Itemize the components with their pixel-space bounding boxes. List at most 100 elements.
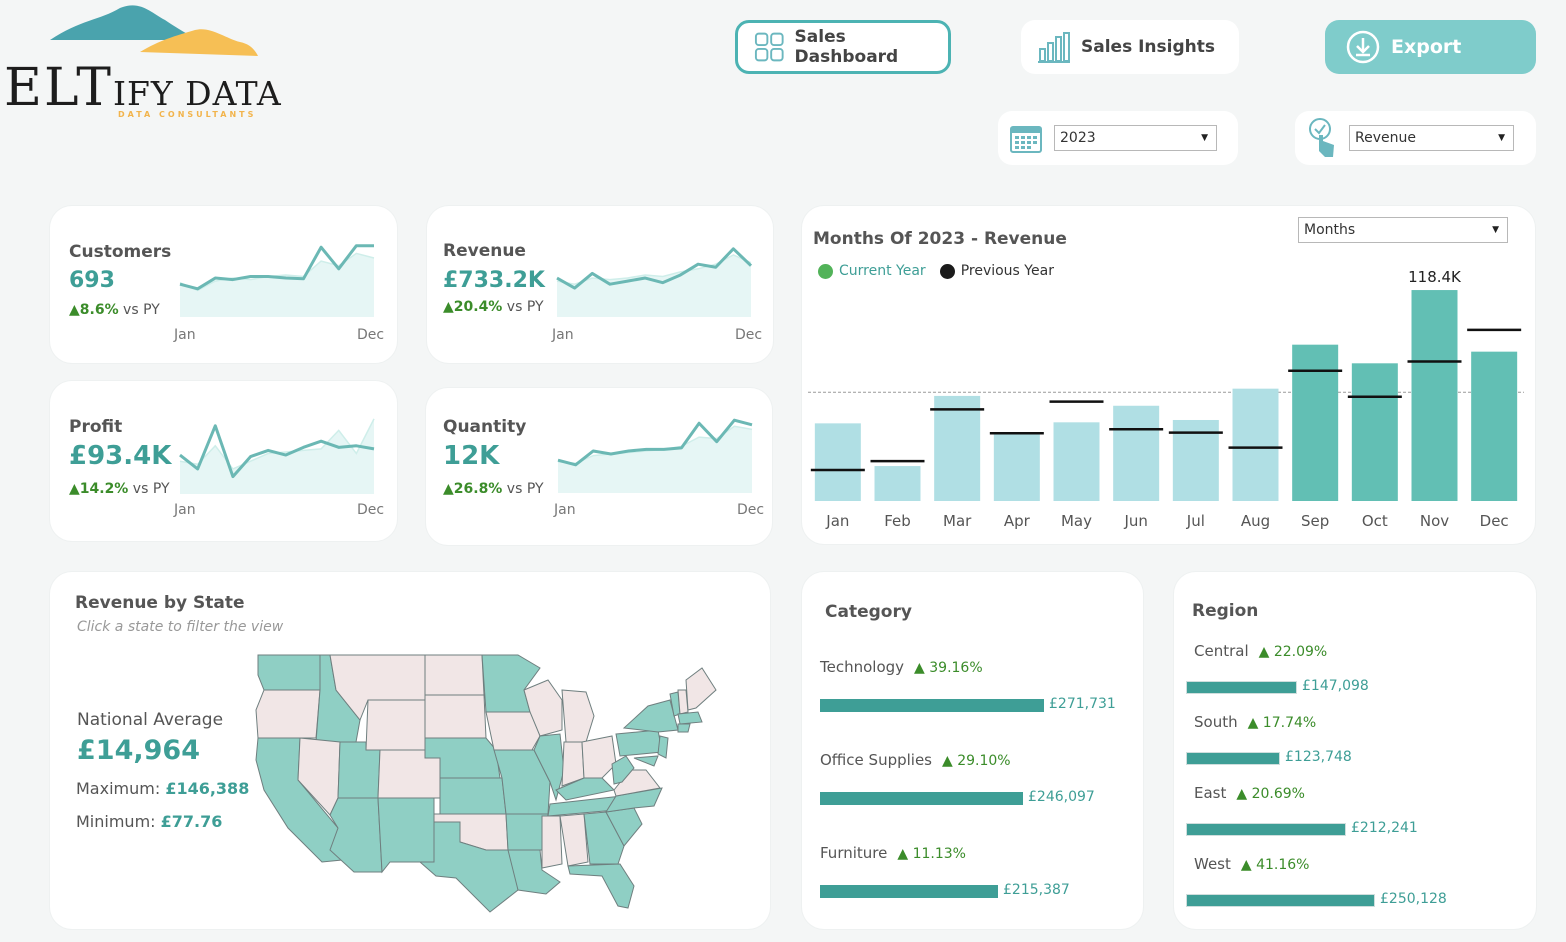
state-new-mexico[interactable] — [377, 797, 435, 874]
region-bar — [1186, 752, 1280, 765]
category-bar — [820, 699, 1044, 712]
kpi-sparkline — [179, 418, 375, 494]
sales-dashboard-button[interactable]: Sales Dashboard — [735, 20, 951, 74]
region-bar — [1186, 894, 1375, 907]
kpi-sparkline — [556, 247, 753, 317]
category-value: £215,387 — [1003, 882, 1070, 898]
state-connecticut[interactable] — [677, 723, 691, 733]
us-states-map[interactable] — [250, 650, 740, 915]
plot-area — [808, 264, 1524, 501]
logo-tagline: DATA CONSULTANTS — [118, 110, 257, 119]
state-new-york[interactable] — [622, 699, 679, 733]
legend-previous-year[interactable]: Previous Year — [939, 263, 1054, 279]
state-massachusetts[interactable] — [677, 711, 703, 725]
kpi-title: Profit — [69, 417, 123, 437]
category-label: Office Supplies ▲ 29.10% — [820, 751, 1011, 769]
kpi-value: £93.4K — [69, 441, 172, 471]
state-north-dakota[interactable] — [424, 654, 485, 696]
measure-filter: Revenue ▼ — [1295, 111, 1536, 165]
months-revenue-chart: Jan Feb Mar Apr May Jun Jul Aug Sep Oct Nov 118.4K D… — [808, 264, 1524, 530]
year-select[interactable]: 2023 ▼ — [1054, 125, 1217, 151]
chart-legend: Current Year Previous Year — [818, 263, 1054, 279]
state-utah[interactable] — [337, 741, 381, 799]
kpi-change: ▲14.2% vs PY — [69, 481, 170, 497]
kpi-value: £733.2K — [443, 268, 545, 293]
dashboard-grid-icon — [754, 32, 784, 62]
kpi-card-profit[interactable]: Profit £93.4K ▲14.2% vs PY Jan Dec — [50, 381, 397, 541]
kpi-axis-end: Dec — [737, 502, 765, 518]
kpi-axis-end: Dec — [357, 327, 385, 343]
region-value: £250,128 — [1380, 891, 1447, 907]
state-louisiana[interactable] — [507, 849, 561, 895]
kpi-axis-start: Jan — [554, 502, 576, 518]
state-new-jersey[interactable] — [657, 735, 669, 759]
region-value: £147,098 — [1302, 678, 1369, 694]
kpi-card-revenue[interactable]: Revenue £733.2K ▲20.4% vs PY Jan Dec — [427, 206, 773, 363]
state-pennsylvania[interactable] — [615, 729, 663, 757]
state-mississippi[interactable] — [541, 815, 563, 869]
months-granularity-select[interactable]: Months ▼ — [1298, 217, 1508, 243]
change-percent: ▲ 41.16% — [1240, 857, 1310, 873]
state-ohio[interactable] — [581, 735, 617, 779]
region-value: £212,241 — [1351, 820, 1418, 836]
state-iowa[interactable] — [485, 711, 541, 751]
kpi-value: 12K — [443, 441, 500, 471]
state-west-virginia[interactable] — [611, 755, 635, 785]
year-filter: 2023 ▼ — [998, 111, 1238, 165]
bar-chart-icon — [1038, 32, 1070, 63]
kpi-sparkline — [179, 244, 375, 317]
kpi-sparkline — [557, 418, 753, 493]
state-new-hampshire[interactable] — [677, 689, 689, 715]
state-georgia[interactable] — [583, 811, 625, 865]
state-oregon[interactable] — [255, 689, 321, 739]
kpi-card-quantity[interactable]: Quantity 12K ▲26.8% vs PY Jan Dec — [426, 388, 772, 545]
measure-select-value: Revenue — [1355, 130, 1416, 146]
maximum-stat: Maximum: £146,388 — [76, 779, 250, 798]
x-tick-label: Aug — [1241, 512, 1270, 530]
kpi-title: Customers — [69, 242, 172, 262]
x-tick-label: Mar — [943, 512, 972, 530]
months-chart-title: Months Of 2023 - Revenue — [813, 229, 1067, 249]
months-select-value: Months — [1304, 222, 1356, 238]
category-bar — [820, 792, 1023, 805]
state-wisconsin[interactable] — [523, 679, 563, 737]
map-subtitle: Click a state to filter the view — [77, 619, 284, 635]
state-maryland[interactable] — [633, 755, 659, 767]
state-maine[interactable] — [685, 667, 717, 711]
state-michigan[interactable] — [561, 689, 595, 743]
state-washington[interactable] — [257, 654, 321, 691]
state-alabama[interactable] — [559, 813, 589, 867]
state-kansas[interactable] — [439, 777, 507, 815]
region-label: Central ▲ 22.09% — [1194, 642, 1328, 660]
bar-current-dec — [1471, 351, 1518, 501]
category-label: Furniture ▲ 11.13% — [820, 844, 966, 862]
state-wyoming[interactable] — [365, 699, 426, 751]
category-card: Category Technology ▲ 39.16% £271,731 Offic… — [802, 572, 1143, 929]
x-tick-label: Dec — [1480, 512, 1509, 530]
state-south-dakota[interactable] — [424, 694, 487, 739]
state-kentucky[interactable] — [555, 777, 616, 801]
state-texas[interactable] — [418, 821, 519, 913]
region-value: £123,748 — [1285, 749, 1352, 765]
months-revenue-chart-card: Jan Feb Mar Apr May Jun Jul Aug Sep Oct Nov 118.4K D… — [802, 206, 1535, 544]
sales-insights-button[interactable]: Sales Insights — [1021, 20, 1239, 74]
current-year-line — [179, 424, 375, 479]
category-value: £246,097 — [1028, 789, 1095, 805]
change-percent: ▲ 39.16% — [914, 660, 983, 676]
region-label: South ▲ 17.74% — [1194, 713, 1317, 731]
kpi-axis-end: Dec — [357, 502, 385, 518]
kpi-title: Quantity — [443, 417, 527, 437]
legend-current-year[interactable]: Current Year — [818, 263, 926, 279]
state-florida[interactable] — [567, 863, 635, 909]
kpi-card-customers[interactable]: Customers 693 ▲8.6% vs PY Jan Dec — [50, 206, 397, 363]
current-year-line — [556, 247, 753, 290]
kpi-axis-start: Jan — [552, 327, 574, 343]
export-button[interactable]: Export — [1325, 20, 1536, 74]
bar-current-oct — [1351, 363, 1398, 501]
state-illinois[interactable] — [533, 733, 565, 802]
x-tick-label: Jan — [825, 512, 849, 530]
kpi-change: ▲8.6% vs PY — [69, 302, 160, 318]
measure-select[interactable]: Revenue ▼ — [1349, 125, 1514, 151]
x-tick-label: Jun — [1123, 512, 1147, 530]
bar-current-may — [1053, 422, 1100, 501]
